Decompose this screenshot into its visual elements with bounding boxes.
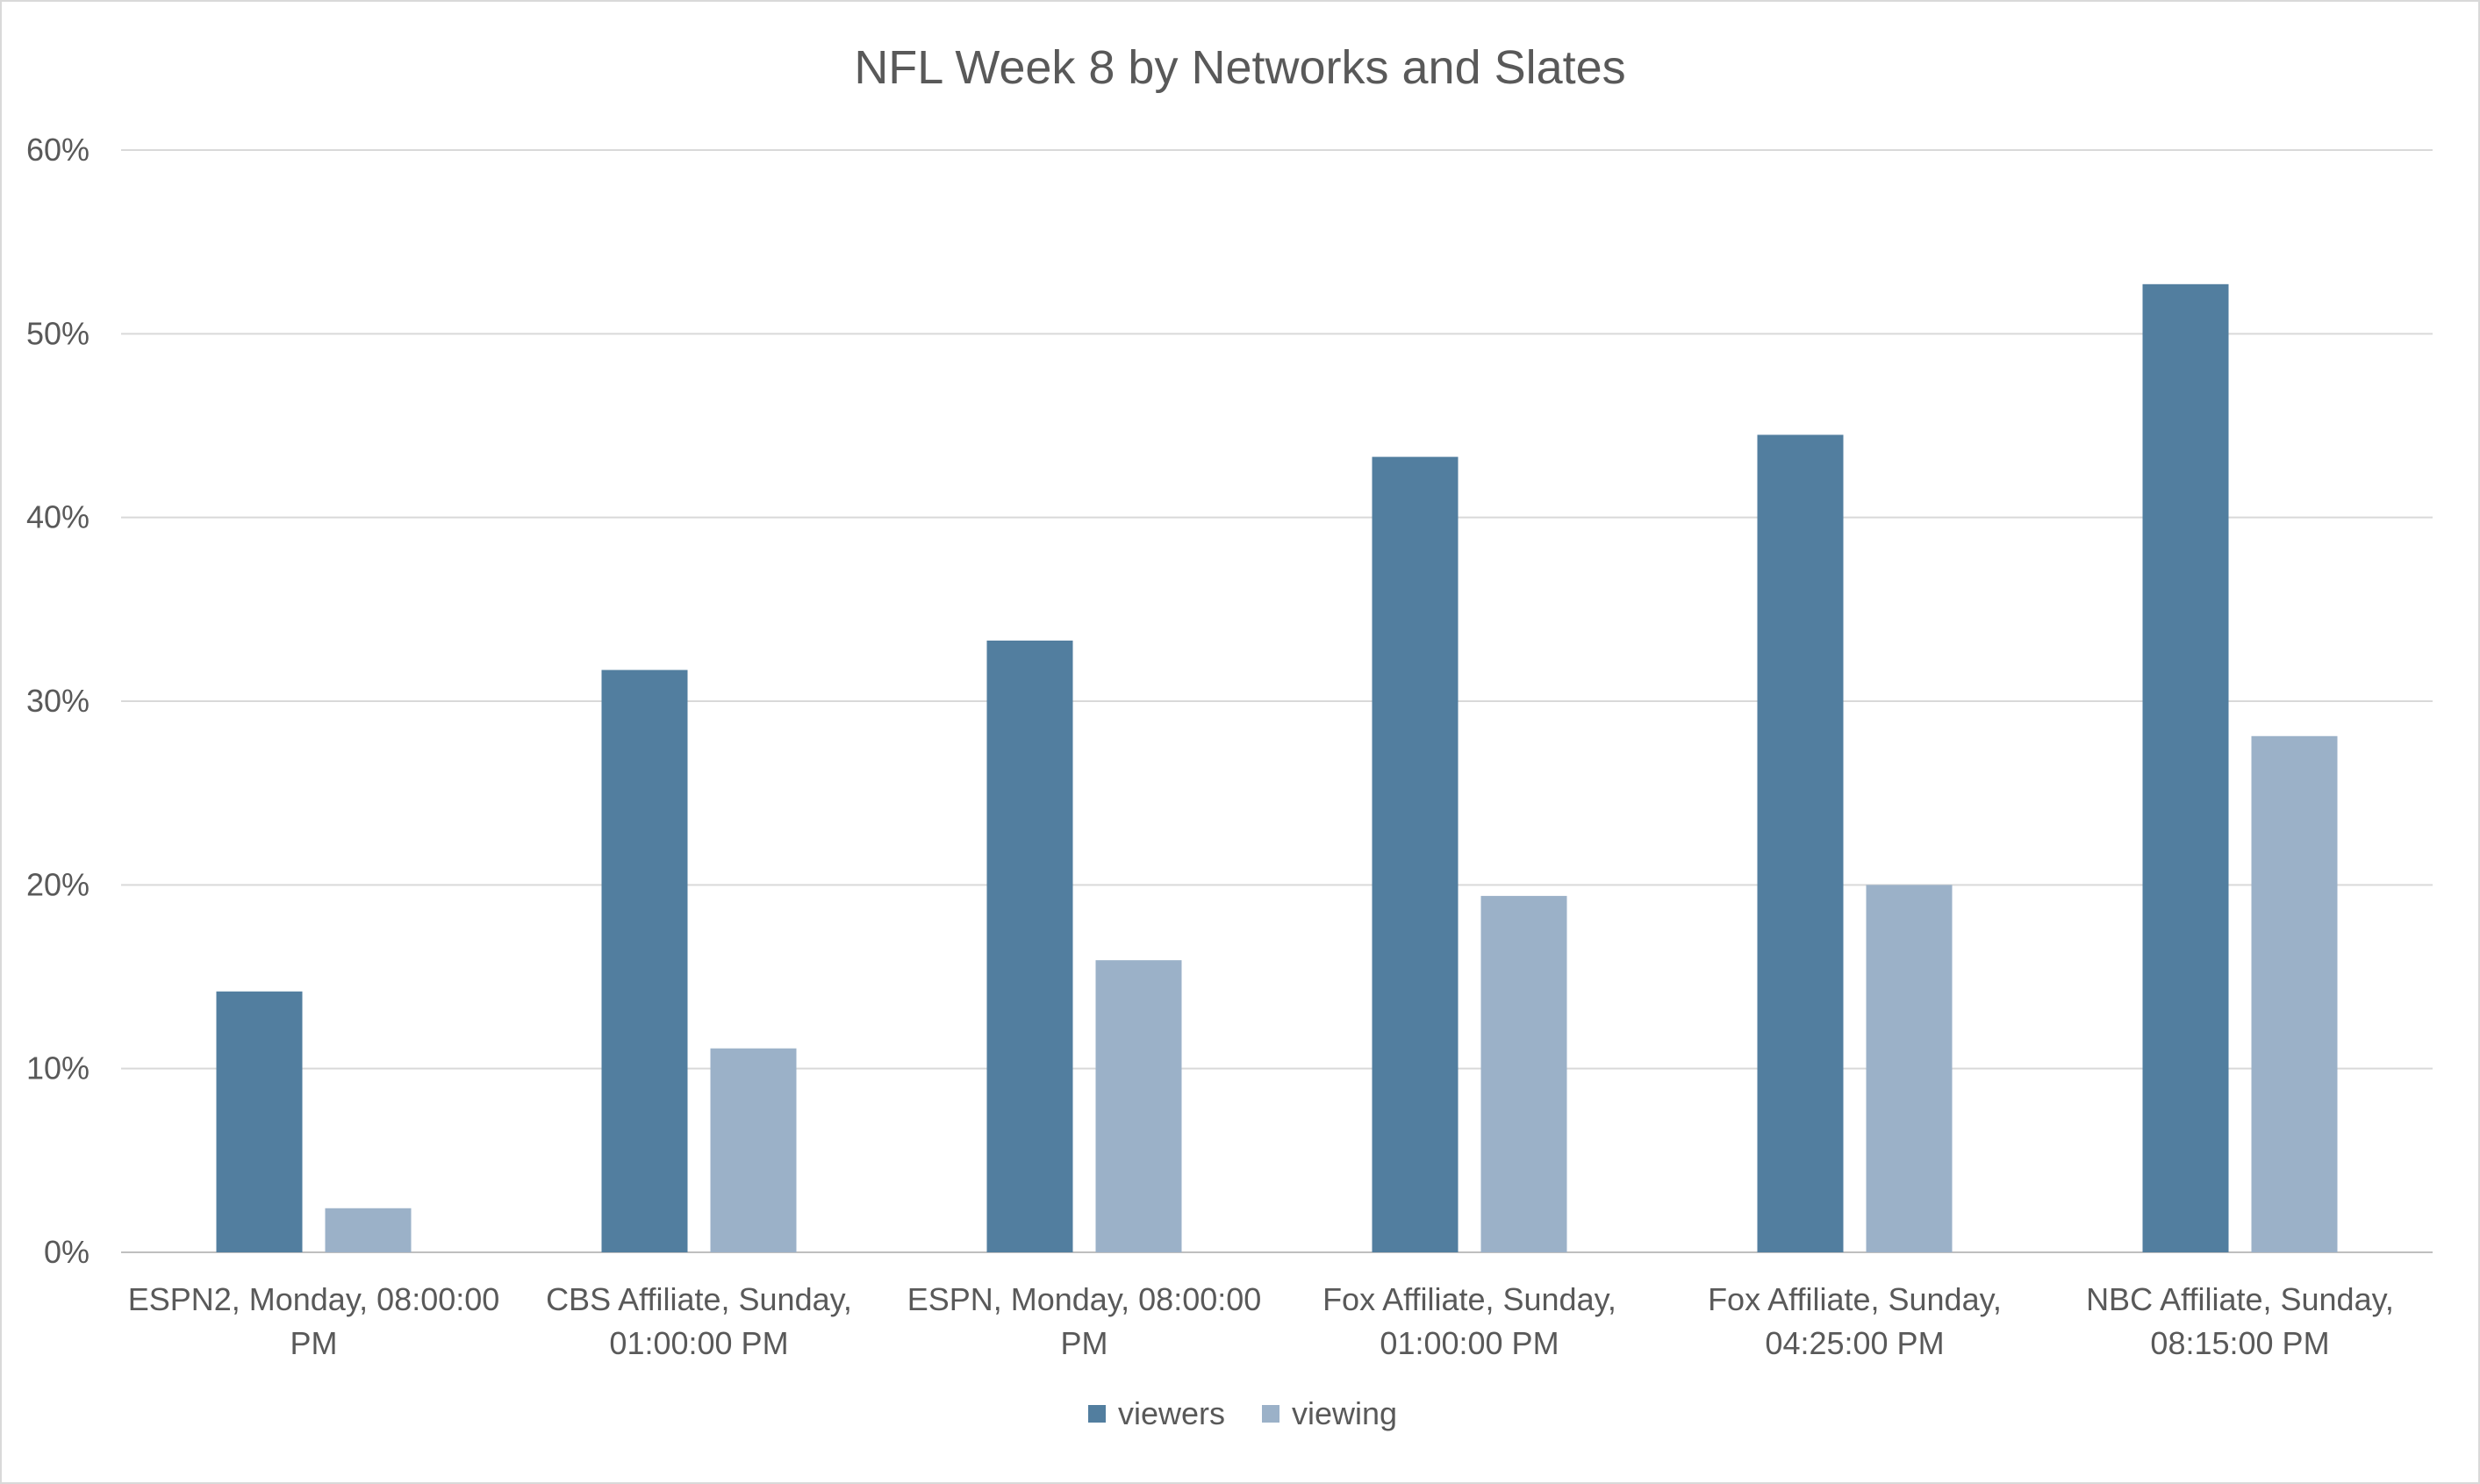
x-category-label: Fox Affiliate, Sunday, 01:00:00 PM [1322, 1281, 1616, 1361]
y-axis-ticks: 0% 10% 20% 30% 40% 50% 60% [26, 132, 90, 1270]
x-category-label: ESPN, Monday, 08:00:00 PM [907, 1281, 1262, 1361]
y-tick-label: 20% [26, 866, 90, 902]
x-category-label: ESPN2, Monday, 08:00:00 PM [128, 1281, 500, 1361]
bar-viewers [601, 670, 688, 1252]
bar-viewing [325, 1208, 412, 1252]
y-tick-label: 40% [26, 499, 90, 535]
x-axis-categories: ESPN2, Monday, 08:00:00 PM CBS Affiliate, … [128, 1281, 2394, 1361]
chart-title: NFL Week 8 by Networks and Slates [854, 41, 1625, 94]
x-category-label: NBC Affiliate, Sunday, 08:15:00 PM [2086, 1281, 2394, 1361]
bars [216, 283, 2338, 1252]
x-category-label: Fox Affiliate, Sunday, 04:25:00 PM [1708, 1281, 2002, 1361]
y-tick-label: 60% [26, 132, 90, 168]
bar-viewing [1095, 960, 1182, 1252]
legend: viewers viewing [1088, 1395, 1397, 1431]
legend-swatch-viewing [1262, 1405, 1279, 1423]
bar-viewing [1480, 895, 1567, 1252]
legend-label-viewers: viewers [1118, 1395, 1225, 1431]
bar-viewers [1757, 434, 1844, 1252]
x-category-label: CBS Affiliate, Sunday, 01:00:00 PM [546, 1281, 852, 1361]
y-tick-label: 0% [44, 1234, 90, 1270]
bar-viewers [1372, 456, 1459, 1252]
y-tick-label: 10% [26, 1050, 90, 1086]
gridlines [121, 149, 2433, 1253]
y-tick-label: 50% [26, 315, 90, 351]
bar-viewing [710, 1048, 797, 1252]
legend-label-viewing: viewing [1292, 1395, 1397, 1431]
legend-swatch-viewers [1088, 1405, 1106, 1423]
bar-viewers [2142, 283, 2229, 1252]
bar-viewers [986, 640, 1073, 1252]
y-tick-label: 30% [26, 683, 90, 719]
bar-viewing [2251, 735, 2338, 1252]
bar-viewing [1866, 885, 1953, 1252]
bar-viewers [216, 991, 303, 1252]
